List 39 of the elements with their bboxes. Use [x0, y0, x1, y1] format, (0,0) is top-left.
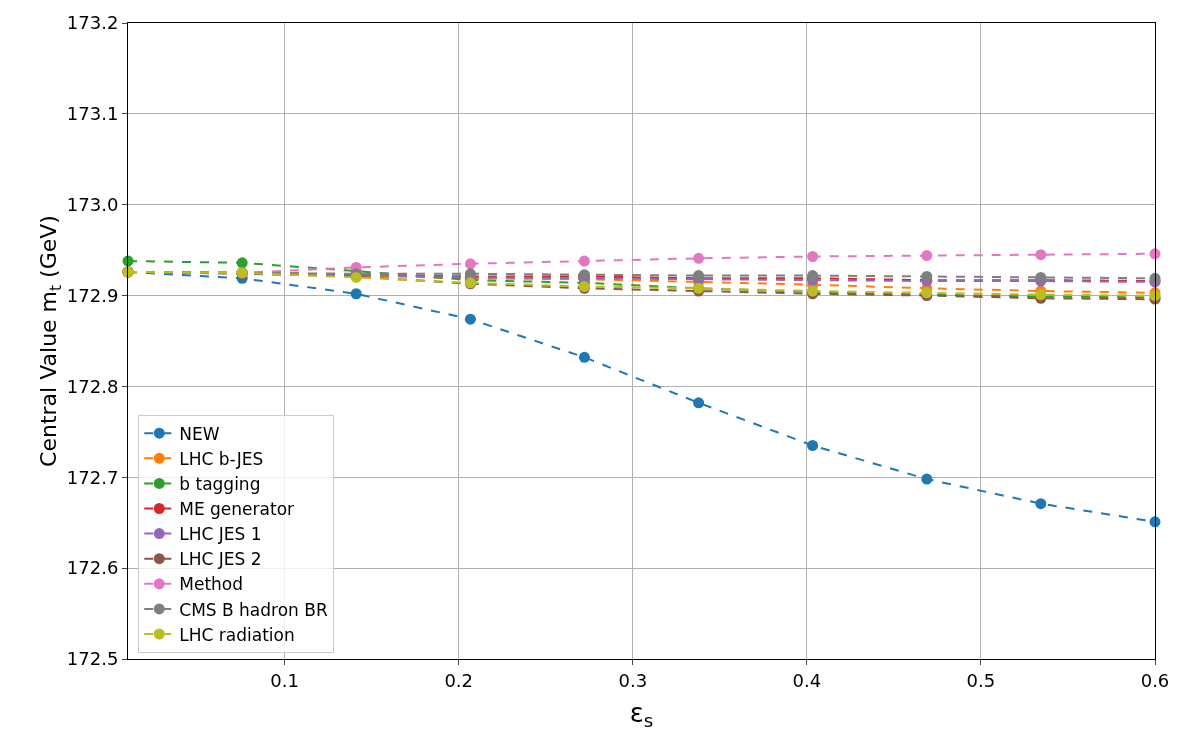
- y-tick-label: 172.5: [66, 648, 119, 670]
- legend-label: LHC radiation: [179, 624, 295, 645]
- legend-label: NEW: [179, 423, 220, 444]
- point: [921, 250, 933, 262]
- point: [578, 351, 590, 363]
- y-tick-label: 173.0: [66, 194, 119, 216]
- y-tick-label: 173.1: [66, 103, 119, 125]
- x-tick-label: 0.6: [1140, 669, 1170, 691]
- point: [693, 252, 705, 264]
- point: [807, 251, 819, 262]
- x-tick-label: 0.1: [270, 669, 299, 691]
- point: [578, 255, 590, 267]
- y-tick-label: 172.6: [66, 557, 119, 579]
- y-tick-label: 172.9: [66, 284, 119, 306]
- legend-label: LHC b-JES: [179, 448, 264, 469]
- legend-label: Method: [179, 574, 244, 595]
- x-tick-label: 0.4: [792, 669, 822, 691]
- x-axis-title: ε$_{s}$: [629, 697, 654, 731]
- point: [1035, 498, 1047, 510]
- point: [464, 258, 476, 270]
- point: [1035, 249, 1047, 261]
- x-tick-label: 0.5: [966, 669, 996, 691]
- legend-label: CMS B hadron BR: [179, 599, 328, 620]
- legend-label: ME generator: [179, 499, 295, 520]
- point: [464, 313, 476, 325]
- y-tick-label: 172.8: [66, 375, 119, 397]
- y-tick-label: 172.7: [66, 466, 119, 488]
- point: [921, 270, 933, 282]
- legend-label: b tagging: [179, 474, 261, 495]
- point: [921, 473, 933, 485]
- point: [693, 397, 705, 409]
- point: [350, 288, 362, 300]
- x-tick-label: 0.3: [618, 669, 648, 691]
- point: [236, 257, 248, 269]
- legend-label: LHC JES 1: [179, 524, 262, 545]
- y-tick-label: 173.2: [66, 12, 119, 34]
- legend-label: LHC JES 2: [179, 549, 262, 570]
- x-tick-label: 0.2: [444, 669, 474, 691]
- point: [807, 439, 819, 451]
